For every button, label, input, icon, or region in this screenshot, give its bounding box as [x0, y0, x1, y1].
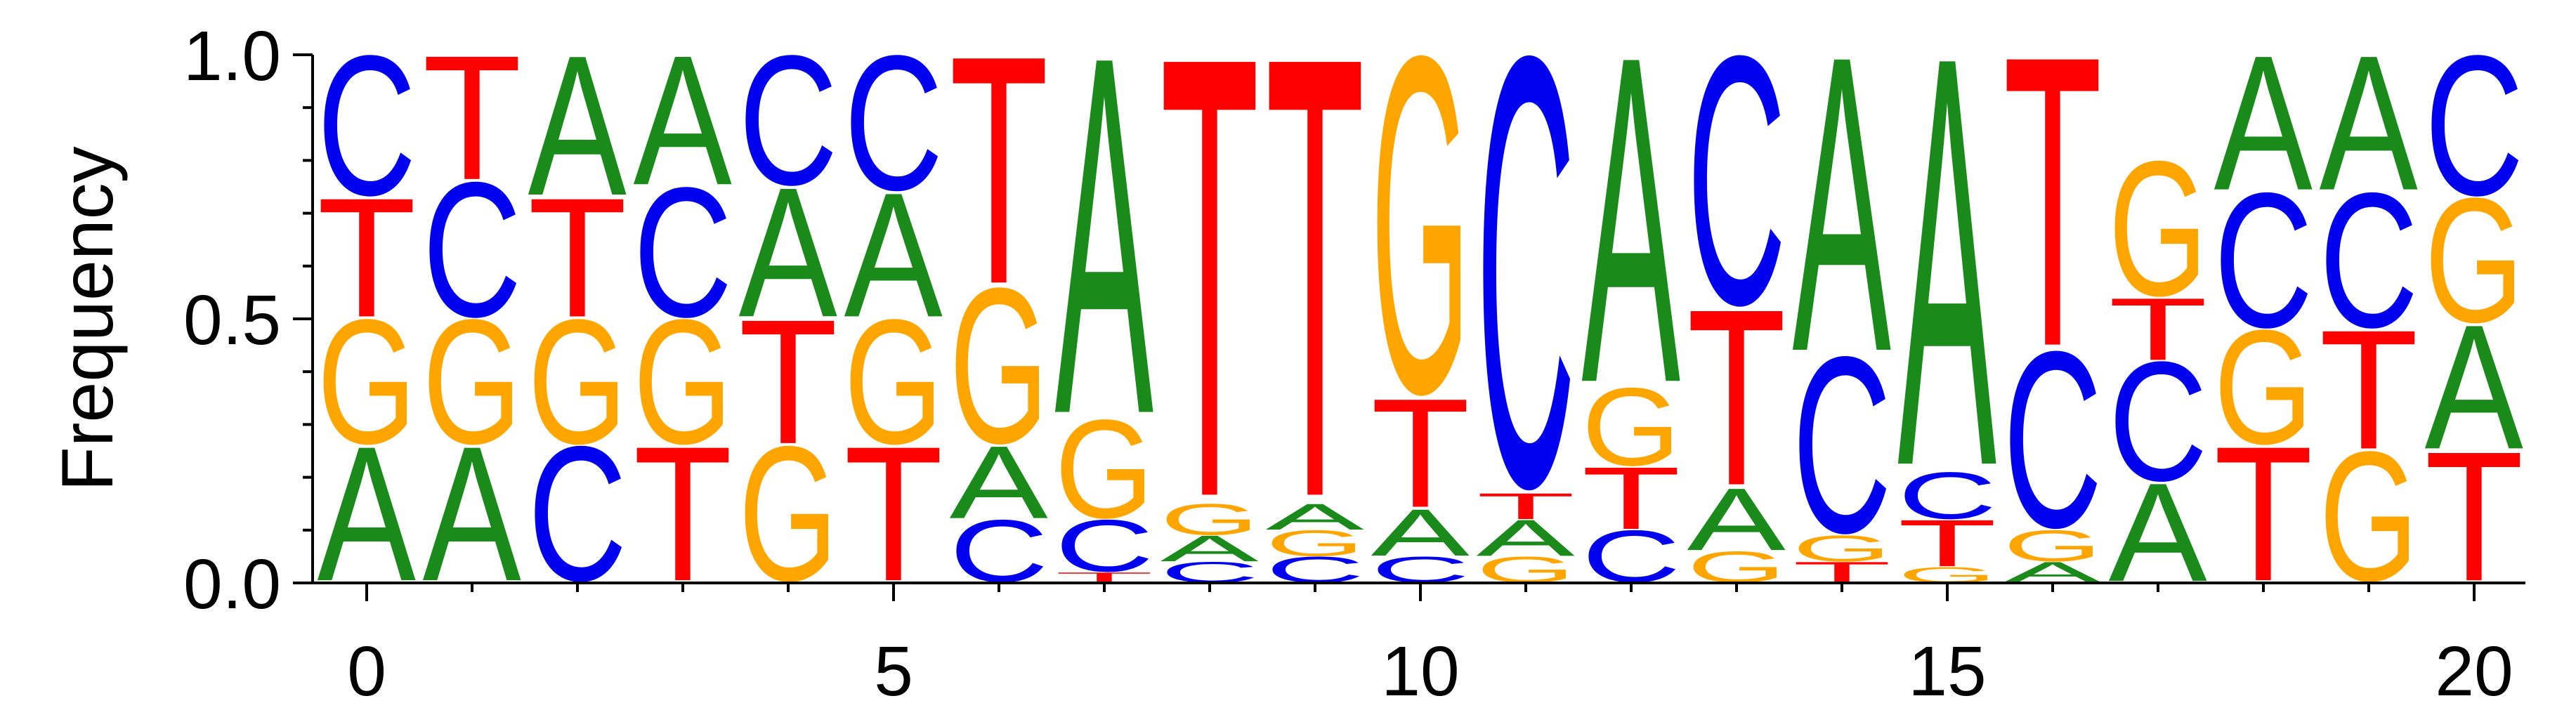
- logo-letter-g: G: [634, 282, 733, 481]
- logo-letter-c: C: [1055, 505, 1154, 588]
- logo-letter-c: C: [1687, 0, 1786, 379]
- logo-letter-g: G: [1371, 0, 1470, 494]
- x-tick-label: 0: [347, 632, 386, 711]
- y-tick-label: 1.0: [183, 17, 281, 96]
- logo-letter-a: A: [1160, 527, 1260, 569]
- logo-letter-t: T: [1160, 0, 1260, 629]
- logo-letter-c: C: [423, 143, 522, 357]
- logo-letter-c: C: [318, 13, 417, 237]
- y-axis-title: Frequency: [47, 146, 129, 491]
- logo-letter-g: G: [2109, 122, 2208, 336]
- logo-letter-t: T: [423, 19, 522, 217]
- logo-letter-t: T: [2320, 295, 2419, 485]
- logo-letter-c: C: [739, 18, 838, 224]
- logo-letter-a: A: [1371, 495, 1470, 570]
- logo-letter-g: G: [1793, 528, 1892, 570]
- y-tick-label: 0.0: [183, 545, 281, 624]
- logo-letter-c: C: [2425, 13, 2524, 237]
- logo-letter-g: G: [528, 282, 627, 481]
- logo-letter-c: C: [634, 150, 733, 356]
- logo-letter-a: A: [739, 149, 837, 356]
- logo-letter-t: T: [1266, 0, 1365, 629]
- logo-letter-g: G: [423, 282, 522, 481]
- logo-letter-t: T: [950, 0, 1049, 352]
- logo-letter-c: C: [2214, 154, 2313, 368]
- logo-letter-a: A: [1793, 0, 1892, 440]
- logo-letter-t: T: [2109, 280, 2208, 379]
- logo-letter-t: T: [1582, 449, 1681, 549]
- logo-letter-g: G: [2003, 521, 2103, 571]
- logo-letter-t: T: [318, 163, 417, 353]
- logo-letter-c: C: [2003, 300, 2103, 581]
- logo-letter-a: A: [2425, 288, 2523, 487]
- logo-letter-t: T: [1687, 256, 1786, 538]
- logo-letter-a: A: [1055, 0, 1154, 520]
- logo-letter-a: A: [1266, 496, 1365, 537]
- x-tick-label: 15: [1908, 632, 1986, 711]
- x-tick-label: 5: [874, 632, 913, 711]
- logo-letter-g: G: [2214, 297, 2313, 478]
- y-tick-label: 0.5: [183, 281, 281, 360]
- logo-letter-a: A: [634, 17, 732, 224]
- logo-letter-g: G: [2425, 161, 2524, 360]
- logo-letter-c: C: [2320, 154, 2419, 368]
- logo-letter-c: C: [2109, 326, 2208, 516]
- logo-letter-a: A: [1582, 0, 1681, 480]
- logo-letter-c: C: [844, 16, 943, 230]
- logo-letter-t: T: [739, 283, 838, 481]
- logo-letter-c: C: [1477, 0, 1576, 615]
- logo-letter-a: A: [1477, 509, 1575, 567]
- logo-letter-g: G: [1055, 391, 1154, 548]
- logo-letter-g: G: [318, 282, 417, 481]
- logo-letter-t: T: [1898, 506, 1997, 581]
- x-tick-label: 10: [1381, 632, 1459, 711]
- x-tick-label: 20: [2435, 632, 2513, 711]
- logo-letter-a: A: [2214, 15, 2313, 230]
- logo-letter-t: T: [1477, 485, 1576, 527]
- logo-letter-a: A: [2320, 15, 2418, 230]
- logo-letter-t: T: [1371, 366, 1470, 540]
- axis-ticks: 0 5 10 15 20 0.0 0.5 1.0: [183, 17, 2513, 711]
- logo-letter-a: A: [528, 14, 627, 237]
- logo-letter-t: T: [528, 163, 627, 353]
- logo-letter-g: G: [1582, 365, 1681, 490]
- logo-letter-c: C: [1898, 459, 1997, 533]
- logo-letter-a: A: [950, 424, 1048, 541]
- logo-letter-g: G: [1266, 523, 1365, 564]
- logo-letter-t: T: [2003, 0, 2103, 433]
- logo-letter-g: G: [950, 242, 1049, 490]
- logo-letter-a: A: [844, 156, 943, 355]
- logo-letter-g: G: [1160, 494, 1260, 544]
- logo-letter-a: A: [1898, 0, 1997, 588]
- logo-letter-c: C: [1793, 305, 1892, 586]
- logo-letter-a: A: [1687, 470, 1786, 569]
- logo-letter-g: G: [844, 282, 943, 481]
